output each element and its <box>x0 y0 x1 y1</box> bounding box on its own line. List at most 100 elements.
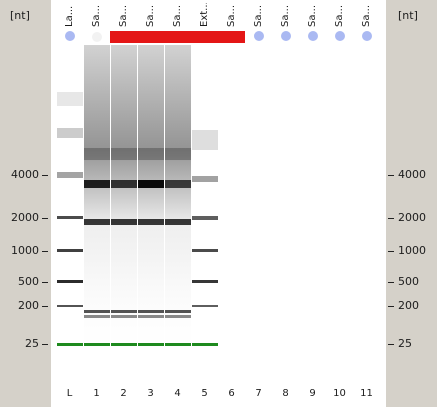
lane-number: 11 <box>360 388 373 399</box>
right-tick-label: 2000 <box>398 211 426 224</box>
gel-lane[interactable] <box>165 45 191 399</box>
gel-band <box>57 92 83 106</box>
gel-band <box>111 180 137 188</box>
gel-band <box>138 45 164 345</box>
right-tick-mark <box>388 344 394 345</box>
left-tick-label: 1000 <box>11 244 39 257</box>
left-tick-label: 200 <box>18 299 39 312</box>
right-tick-label: 25 <box>398 337 412 350</box>
lane-number: 7 <box>255 388 262 399</box>
gel-band <box>111 148 137 160</box>
lane-header[interactable]: Ext... <box>191 3 218 29</box>
lane-header-label: Ext... <box>199 3 210 27</box>
lane-header-label: Sa... <box>307 4 318 27</box>
gel-band <box>111 310 137 313</box>
lane-header[interactable]: La... <box>56 3 83 29</box>
gel-lane[interactable] <box>138 45 164 399</box>
gel-band <box>111 315 137 318</box>
lane-header[interactable]: Sa... <box>326 3 353 29</box>
lane-number: 8 <box>282 388 289 399</box>
gel-band <box>111 219 137 225</box>
lane-number: L <box>66 388 73 399</box>
lane-number: 1 <box>93 388 100 399</box>
gel-band <box>138 310 164 313</box>
gel-band <box>192 280 218 283</box>
left-tick-mark <box>42 282 48 283</box>
gel-band <box>165 310 191 313</box>
gel-band <box>165 219 191 225</box>
lane-number: 2 <box>120 388 127 399</box>
right-tick-mark <box>388 175 394 176</box>
gel-lane[interactable] <box>300 45 326 399</box>
left-tick-mark <box>42 218 48 219</box>
gel-band <box>84 45 110 345</box>
marker-band <box>84 343 110 346</box>
lane-header-label: Sa... <box>226 4 237 27</box>
gel-lane[interactable] <box>246 45 272 399</box>
left-axis-panel <box>0 0 51 407</box>
marker-band <box>138 343 164 346</box>
lane-header[interactable]: Sa... <box>218 3 245 29</box>
gel-band <box>192 130 218 150</box>
marker-band <box>111 343 137 346</box>
gel-band <box>192 216 218 220</box>
gel-band <box>57 249 83 252</box>
gel-band <box>138 315 164 318</box>
left-unit-label: [nt] <box>10 9 30 22</box>
gel-band <box>165 180 191 188</box>
selection-bar <box>110 31 245 43</box>
lane-number: 10 <box>333 388 346 399</box>
lane-header[interactable]: Sa... <box>299 3 326 29</box>
right-tick-mark <box>388 218 394 219</box>
lane-header[interactable]: Sa... <box>83 3 110 29</box>
right-tick-mark <box>388 251 394 252</box>
gel-band <box>138 180 164 188</box>
gel-lane[interactable] <box>111 45 137 399</box>
marker-band <box>57 343 83 346</box>
gel-band <box>192 305 218 307</box>
gel-band <box>165 148 191 160</box>
lane-header[interactable]: Sa... <box>110 3 137 29</box>
gel-band <box>84 310 110 313</box>
lane-status-icon[interactable] <box>308 31 318 41</box>
lane-status-icon[interactable] <box>281 31 291 41</box>
right-tick-label: 200 <box>398 299 419 312</box>
gel-band <box>165 315 191 318</box>
lane-status-icon[interactable] <box>254 31 264 41</box>
lane-header-label: Sa... <box>145 4 156 27</box>
lane-status-icon[interactable] <box>92 32 102 42</box>
lane-header[interactable]: Sa... <box>137 3 164 29</box>
lane-header-label: Sa... <box>334 4 345 27</box>
gel-band <box>165 45 191 345</box>
right-tick-label: 4000 <box>398 168 426 181</box>
gel-band <box>192 249 218 252</box>
gel-band <box>84 315 110 318</box>
lane-number: 6 <box>228 388 235 399</box>
gel-lane[interactable] <box>84 45 110 399</box>
right-tick-mark <box>388 306 394 307</box>
lane-number: 4 <box>174 388 181 399</box>
gel-band <box>84 219 110 225</box>
gel-band <box>57 280 83 283</box>
lane-status-icon[interactable] <box>362 31 372 41</box>
lane-header[interactable]: Sa... <box>272 3 299 29</box>
gel-lane[interactable] <box>354 45 380 399</box>
gel-lane[interactable] <box>192 45 218 399</box>
gel-band <box>57 172 83 178</box>
gel-lane[interactable] <box>327 45 353 399</box>
gel-band <box>111 45 137 345</box>
gel-lane[interactable] <box>273 45 299 399</box>
left-tick-mark <box>42 251 48 252</box>
lane-header[interactable]: Sa... <box>245 3 272 29</box>
gel-lane[interactable] <box>57 45 83 399</box>
marker-band <box>192 343 218 346</box>
lane-header[interactable]: Sa... <box>353 3 380 29</box>
lane-status-icon[interactable] <box>335 31 345 41</box>
right-tick-mark <box>388 282 394 283</box>
lane-status-icon[interactable] <box>65 31 75 41</box>
left-tick-label: 2000 <box>11 211 39 224</box>
lane-header[interactable]: Sa... <box>164 3 191 29</box>
gel-band <box>57 305 83 307</box>
lane-header-label: Sa... <box>253 4 264 27</box>
gel-lane[interactable] <box>219 45 245 399</box>
